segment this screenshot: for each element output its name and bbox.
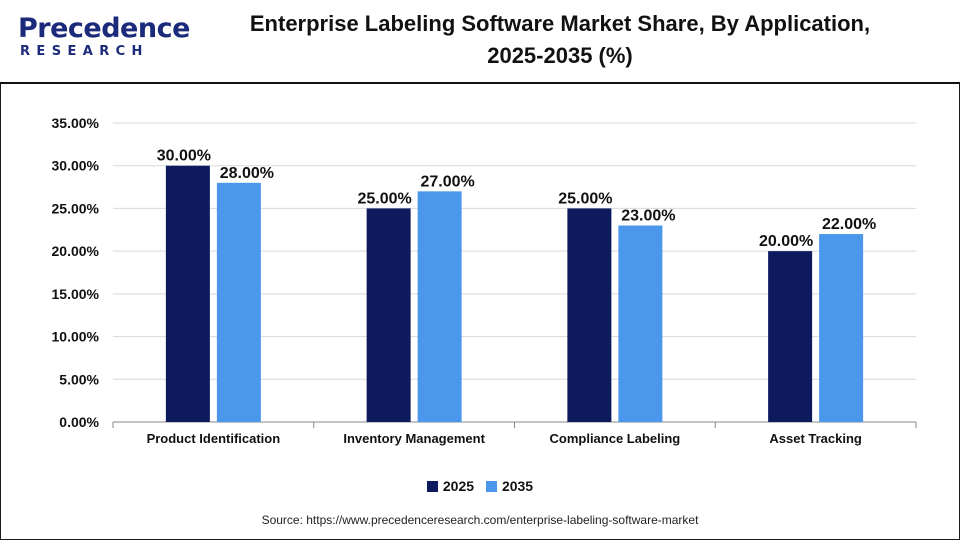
x-tick-label: Product Identification <box>147 431 281 446</box>
y-tick-label: 0.00% <box>59 414 99 430</box>
chart-title-line-2: 2025-2035 (%) <box>487 43 633 68</box>
brand-logo: Precedence RESEARCH <box>18 14 190 66</box>
y-tick-label: 25.00% <box>52 200 100 216</box>
x-tick-label: Compliance Labeling <box>550 431 681 446</box>
legend-swatch-2025 <box>426 480 438 492</box>
bar-2025 <box>366 208 411 422</box>
chart-legend: 2025 2035 <box>0 478 960 495</box>
x-tick-label: Asset Tracking <box>769 431 862 446</box>
data-label: 27.00% <box>420 173 474 190</box>
data-label: 30.00% <box>157 148 211 165</box>
source-note: Source: https://www.precedenceresearch.c… <box>261 513 699 527</box>
data-label: 25.00% <box>558 190 612 207</box>
bar-2025 <box>567 208 612 422</box>
data-label: 22.00% <box>822 216 876 233</box>
bar-2035 <box>417 191 462 422</box>
bar-2035 <box>618 225 663 422</box>
legend-swatch-2035 <box>485 480 497 492</box>
bar-2035 <box>216 182 261 422</box>
chart-title-line-1: Enterprise Labeling Software Market Shar… <box>249 11 871 36</box>
chart-title: Enterprise Labeling Software Market Shar… <box>160 8 960 72</box>
data-label: 28.00% <box>220 165 274 182</box>
legend-label-2035: 2035 <box>501 478 534 494</box>
logo-subtitle: RESEARCH <box>20 44 149 59</box>
bar-2025 <box>165 165 210 422</box>
legend-item-2025: 2025 <box>426 478 475 494</box>
data-label: 20.00% <box>759 233 813 250</box>
logo-wordmark: Precedence <box>18 13 190 44</box>
bar-2025 <box>768 251 813 422</box>
y-tick-label: 15.00% <box>52 286 100 302</box>
y-tick-label: 10.00% <box>52 329 100 345</box>
legend-label-2025: 2025 <box>442 478 475 494</box>
x-tick-label: Inventory Management <box>343 431 485 446</box>
legend-item-2035: 2035 <box>485 478 534 494</box>
y-tick-label: 20.00% <box>52 243 100 259</box>
bar-2035 <box>819 234 864 422</box>
header: Precedence RESEARCH Enterprise Labeling … <box>0 0 960 84</box>
y-tick-label: 5.00% <box>59 371 99 387</box>
y-tick-label: 30.00% <box>52 158 100 174</box>
y-tick-label: 35.00% <box>52 115 100 131</box>
data-label: 23.00% <box>621 208 675 225</box>
data-label: 25.00% <box>357 190 411 207</box>
